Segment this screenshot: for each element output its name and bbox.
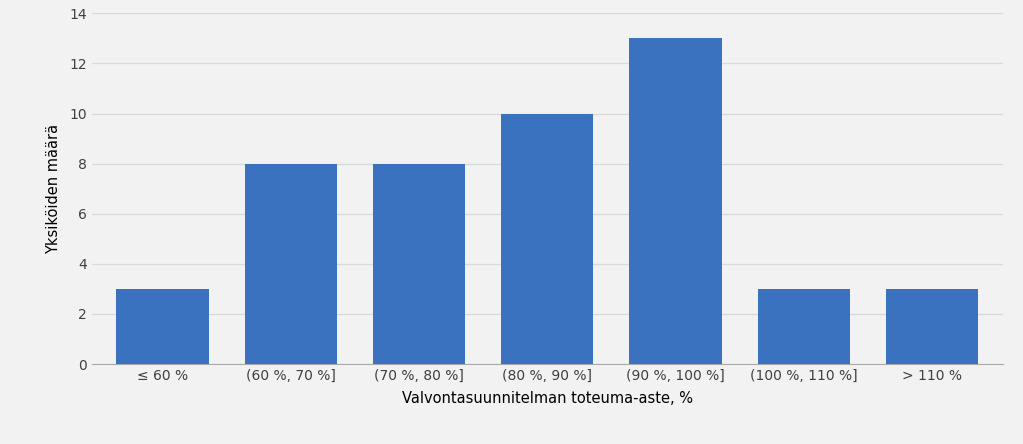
Bar [501,114,593,364]
Bar [758,289,850,364]
Y-axis label: Yksiköiden määrä: Yksiköiden määrä [46,123,61,254]
Bar [117,289,209,364]
Bar [244,164,337,364]
Bar [886,289,978,364]
X-axis label: Valvontasuunnitelman toteuma-aste, %: Valvontasuunnitelman toteuma-aste, % [402,391,693,406]
Bar [373,164,465,364]
Bar [629,38,721,364]
